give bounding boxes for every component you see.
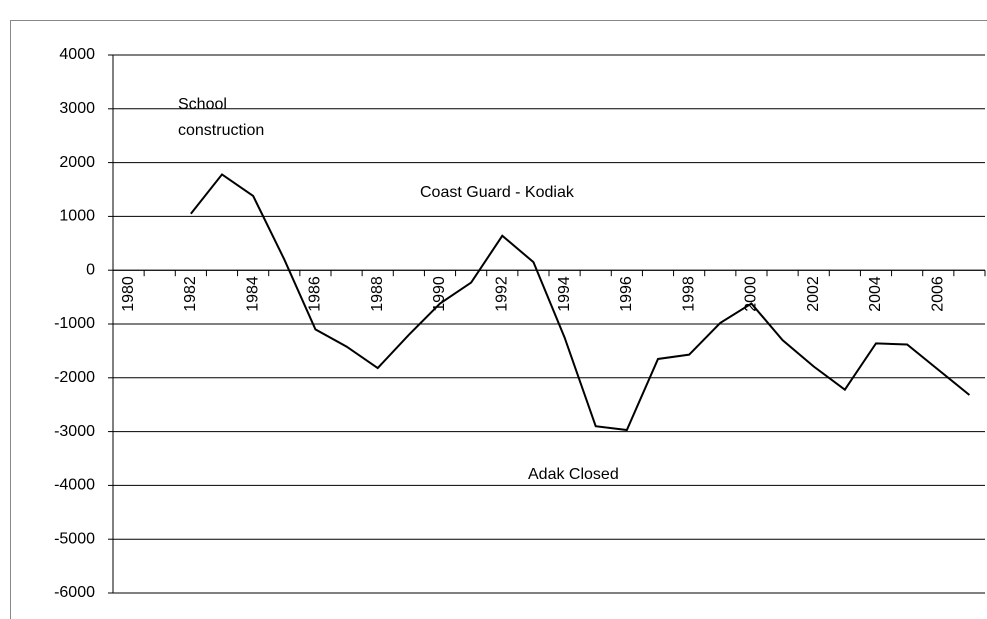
annotation: Coast Guard - Kodiak [420,184,574,201]
y-tick-label: 1000 [59,208,95,225]
x-tick-label: 1980 [120,276,137,312]
y-tick-label: -1000 [54,315,95,332]
x-tick-label: 1990 [431,276,448,312]
x-tick-label: 1988 [369,276,386,312]
y-tick-label: -2000 [54,369,95,386]
x-tick-label: 1982 [182,276,199,312]
y-tick-label: 0 [86,261,95,278]
x-tick-label: 1994 [556,276,573,312]
annotation-box: Adak Closed [528,466,619,483]
x-tick-label: 2000 [743,276,760,312]
y-tick-label: 4000 [59,46,95,63]
annotation: School construction [178,96,265,139]
annotation: Adak Closed [528,466,619,483]
y-tick-label: -6000 [54,584,95,601]
y-tick-label: 2000 [59,154,95,171]
x-tick-label: 1986 [307,276,324,312]
y-tick-label: -4000 [54,477,95,494]
y-tick-label: 3000 [59,100,95,117]
x-tick-label: 2004 [867,276,884,312]
x-tick-label: 1998 [680,276,697,312]
x-tick-label: 1984 [244,276,261,312]
annotation-box: Coast Guard - Kodiak [420,184,574,201]
x-tick-label: 2002 [805,276,822,312]
x-tick-label: 1996 [618,276,635,312]
chart-frame [10,20,987,619]
annotation-box: School construction [178,96,265,139]
x-tick-label: 1992 [494,276,511,312]
y-tick-label: -5000 [54,530,95,547]
x-tick-label: 2006 [930,276,947,312]
y-tick-label: -3000 [54,423,95,440]
data-line [190,173,971,432]
